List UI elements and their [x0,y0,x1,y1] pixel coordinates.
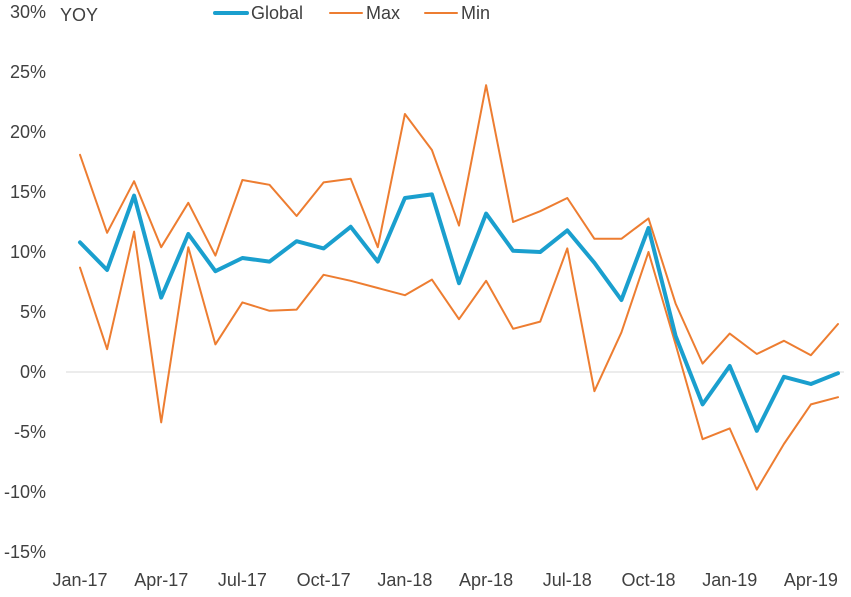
x-tick-label: Jan-18 [377,570,432,590]
y-tick-label: 0% [20,362,46,382]
y-tick-label: -5% [14,422,46,442]
x-tick-label: Jan-19 [702,570,757,590]
series-line-min [79,230,839,491]
y-tick-label: 15% [10,182,46,202]
series-line-max [79,84,839,365]
y-tick-label: -10% [4,482,46,502]
x-tick-label: Apr-19 [784,570,838,590]
legend-label-min: Min [461,3,490,23]
legend: Global Max Min [213,3,490,23]
y-tick-label: 10% [10,242,46,262]
y-axis: 30% 25% 20% 15% 10% 5% 0% -5% -10% -15% [4,2,46,562]
x-tick-label: Jul-17 [218,570,267,590]
legend-label-max: Max [366,3,400,23]
legend-label-global: Global [251,3,303,23]
x-axis: Jan-17 Apr-17 Jul-17 Oct-17 Jan-18 Apr-18 Jul-… [52,570,837,590]
y-tick-label: 5% [20,302,46,322]
y-unit-label: YOY [60,5,98,25]
series-line-global [78,192,840,433]
y-tick-label: 20% [10,122,46,142]
y-tick-label: 25% [10,62,46,82]
y-tick-label: -15% [4,542,46,562]
x-tick-label: Oct-18 [621,570,675,590]
x-tick-label: Jan-17 [52,570,107,590]
x-tick-label: Jul-18 [543,570,592,590]
y-tick-label: 30% [10,2,46,22]
x-tick-label: Apr-18 [459,570,513,590]
x-tick-label: Oct-17 [297,570,351,590]
x-tick-label: Apr-17 [134,570,188,590]
series-layer [78,84,840,491]
